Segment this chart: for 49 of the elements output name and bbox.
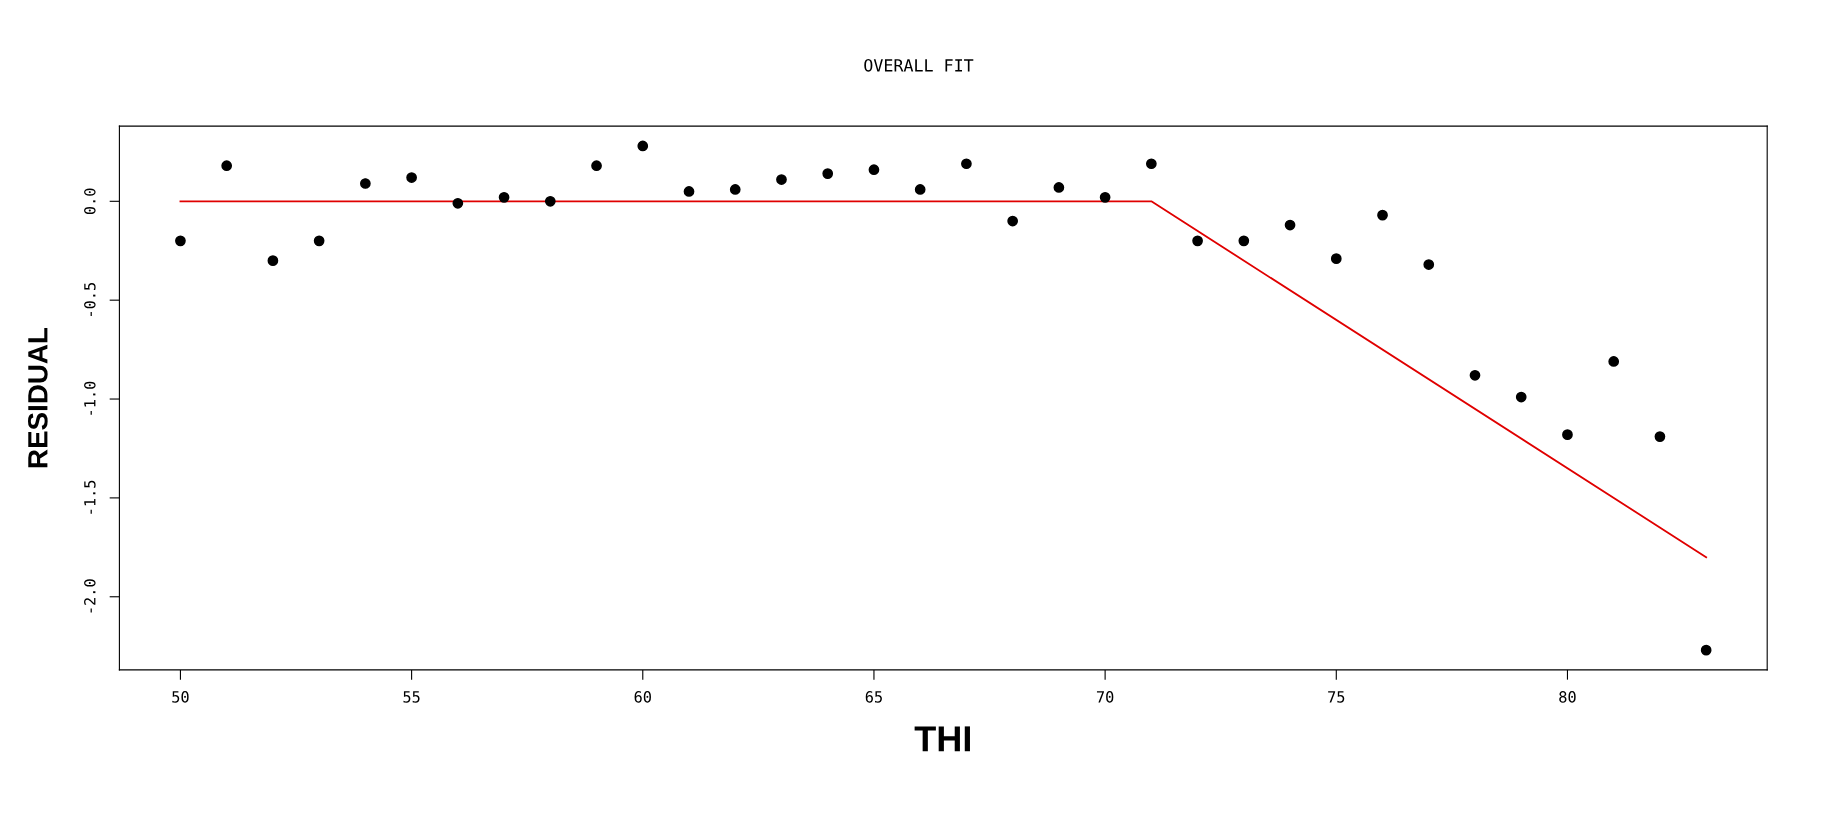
point — [1469, 369, 1481, 381]
x-tick-label: 70 — [1096, 691, 1114, 703]
point — [776, 174, 787, 185]
x-tick-label: 80 — [1559, 691, 1576, 703]
point — [267, 255, 279, 266]
point — [221, 160, 233, 172]
point — [1053, 182, 1065, 193]
chart-title: OVERALL FIT — [864, 59, 974, 72]
point — [313, 235, 325, 247]
point — [1192, 235, 1203, 247]
point — [914, 184, 926, 195]
point — [822, 168, 834, 179]
x-tick-label: 75 — [1328, 691, 1345, 703]
y-tick-label: -1.0 — [84, 381, 96, 415]
point — [175, 235, 186, 247]
y-axis-title: RESIDUAL — [27, 327, 48, 468]
point — [961, 158, 972, 170]
x-tick-label: 65 — [865, 691, 882, 703]
point — [1700, 644, 1712, 656]
point — [591, 160, 602, 172]
point — [868, 164, 880, 176]
y-tick-label: -2.0 — [84, 579, 96, 613]
x-axis-title: THI — [914, 726, 970, 752]
point — [452, 197, 464, 209]
point — [1608, 356, 1620, 367]
point — [1330, 253, 1342, 265]
point — [544, 195, 556, 207]
point — [683, 186, 695, 197]
point — [360, 178, 371, 189]
point — [1515, 391, 1527, 403]
point — [1562, 429, 1573, 440]
x-tick-label: 60 — [634, 691, 651, 703]
point — [1654, 431, 1666, 442]
y-tick-label: 0.0 — [84, 188, 96, 215]
point — [498, 191, 510, 203]
x-tick-label: 50 — [172, 691, 189, 703]
point — [1146, 158, 1157, 170]
point — [1423, 259, 1435, 270]
point — [637, 140, 649, 152]
point — [729, 184, 741, 195]
point — [1377, 209, 1388, 221]
point — [1284, 219, 1296, 231]
y-tick-label: -1.5 — [84, 480, 96, 514]
point — [1007, 215, 1019, 227]
x-tick-label: 55 — [403, 691, 420, 703]
y-tick-label: -0.5 — [84, 283, 96, 316]
point — [1238, 235, 1250, 247]
point — [406, 172, 417, 183]
point — [1099, 191, 1111, 203]
